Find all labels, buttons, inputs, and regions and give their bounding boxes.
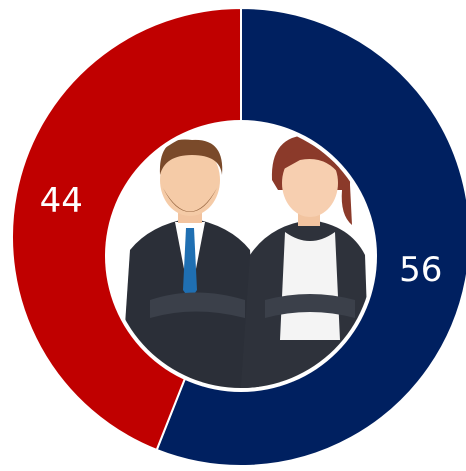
- chart: 56 44: [0, 0, 466, 467]
- value-label: 44: [40, 181, 83, 221]
- value-label: 56: [399, 250, 442, 290]
